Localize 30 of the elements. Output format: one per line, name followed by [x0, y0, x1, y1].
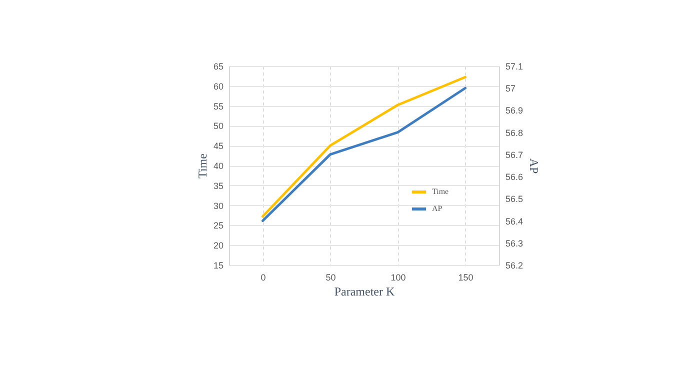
y2-tick-label: 57.1: [506, 62, 524, 72]
y2-tick-label: 56.5: [506, 194, 524, 204]
y-tick-label: 65: [213, 62, 224, 72]
legend-label: Time: [432, 187, 450, 196]
y-tick-label: 60: [213, 81, 224, 92]
y-tick-label: 50: [213, 121, 224, 132]
y-tick-label: 25: [213, 220, 224, 231]
y-tick-label: 30: [213, 200, 224, 211]
y-axis-title: Time: [195, 154, 210, 178]
x-tick-label: 50: [326, 272, 336, 282]
y2-axis-title: AP: [527, 158, 542, 174]
y-tick-label: 35: [213, 180, 224, 191]
y2-tick-label: 56.2: [506, 260, 524, 270]
y-tick-label: 45: [213, 141, 224, 152]
y-tick-label: 55: [213, 101, 224, 112]
y2-tick-label: 56.8: [506, 128, 524, 138]
legend-label: AP: [432, 204, 443, 213]
x-axis-title: Parameter K: [334, 284, 395, 298]
y2-tick-label: 56.3: [506, 238, 524, 248]
y-tick-label: 20: [213, 240, 224, 251]
x-tick-label: 100: [390, 272, 406, 282]
x-tick-label: 0: [260, 272, 266, 282]
y-tick-label: 15: [213, 260, 224, 270]
y2-tick-label: 56.7: [506, 150, 524, 160]
y2-tick-label: 57: [506, 84, 516, 94]
x-tick-label: 150: [458, 272, 474, 282]
y2-tick-label: 56.9: [506, 106, 524, 116]
y-tick-label: 40: [213, 161, 224, 171]
y2-tick-label: 56.4: [506, 216, 524, 226]
y2-tick-label: 56.6: [506, 172, 524, 182]
